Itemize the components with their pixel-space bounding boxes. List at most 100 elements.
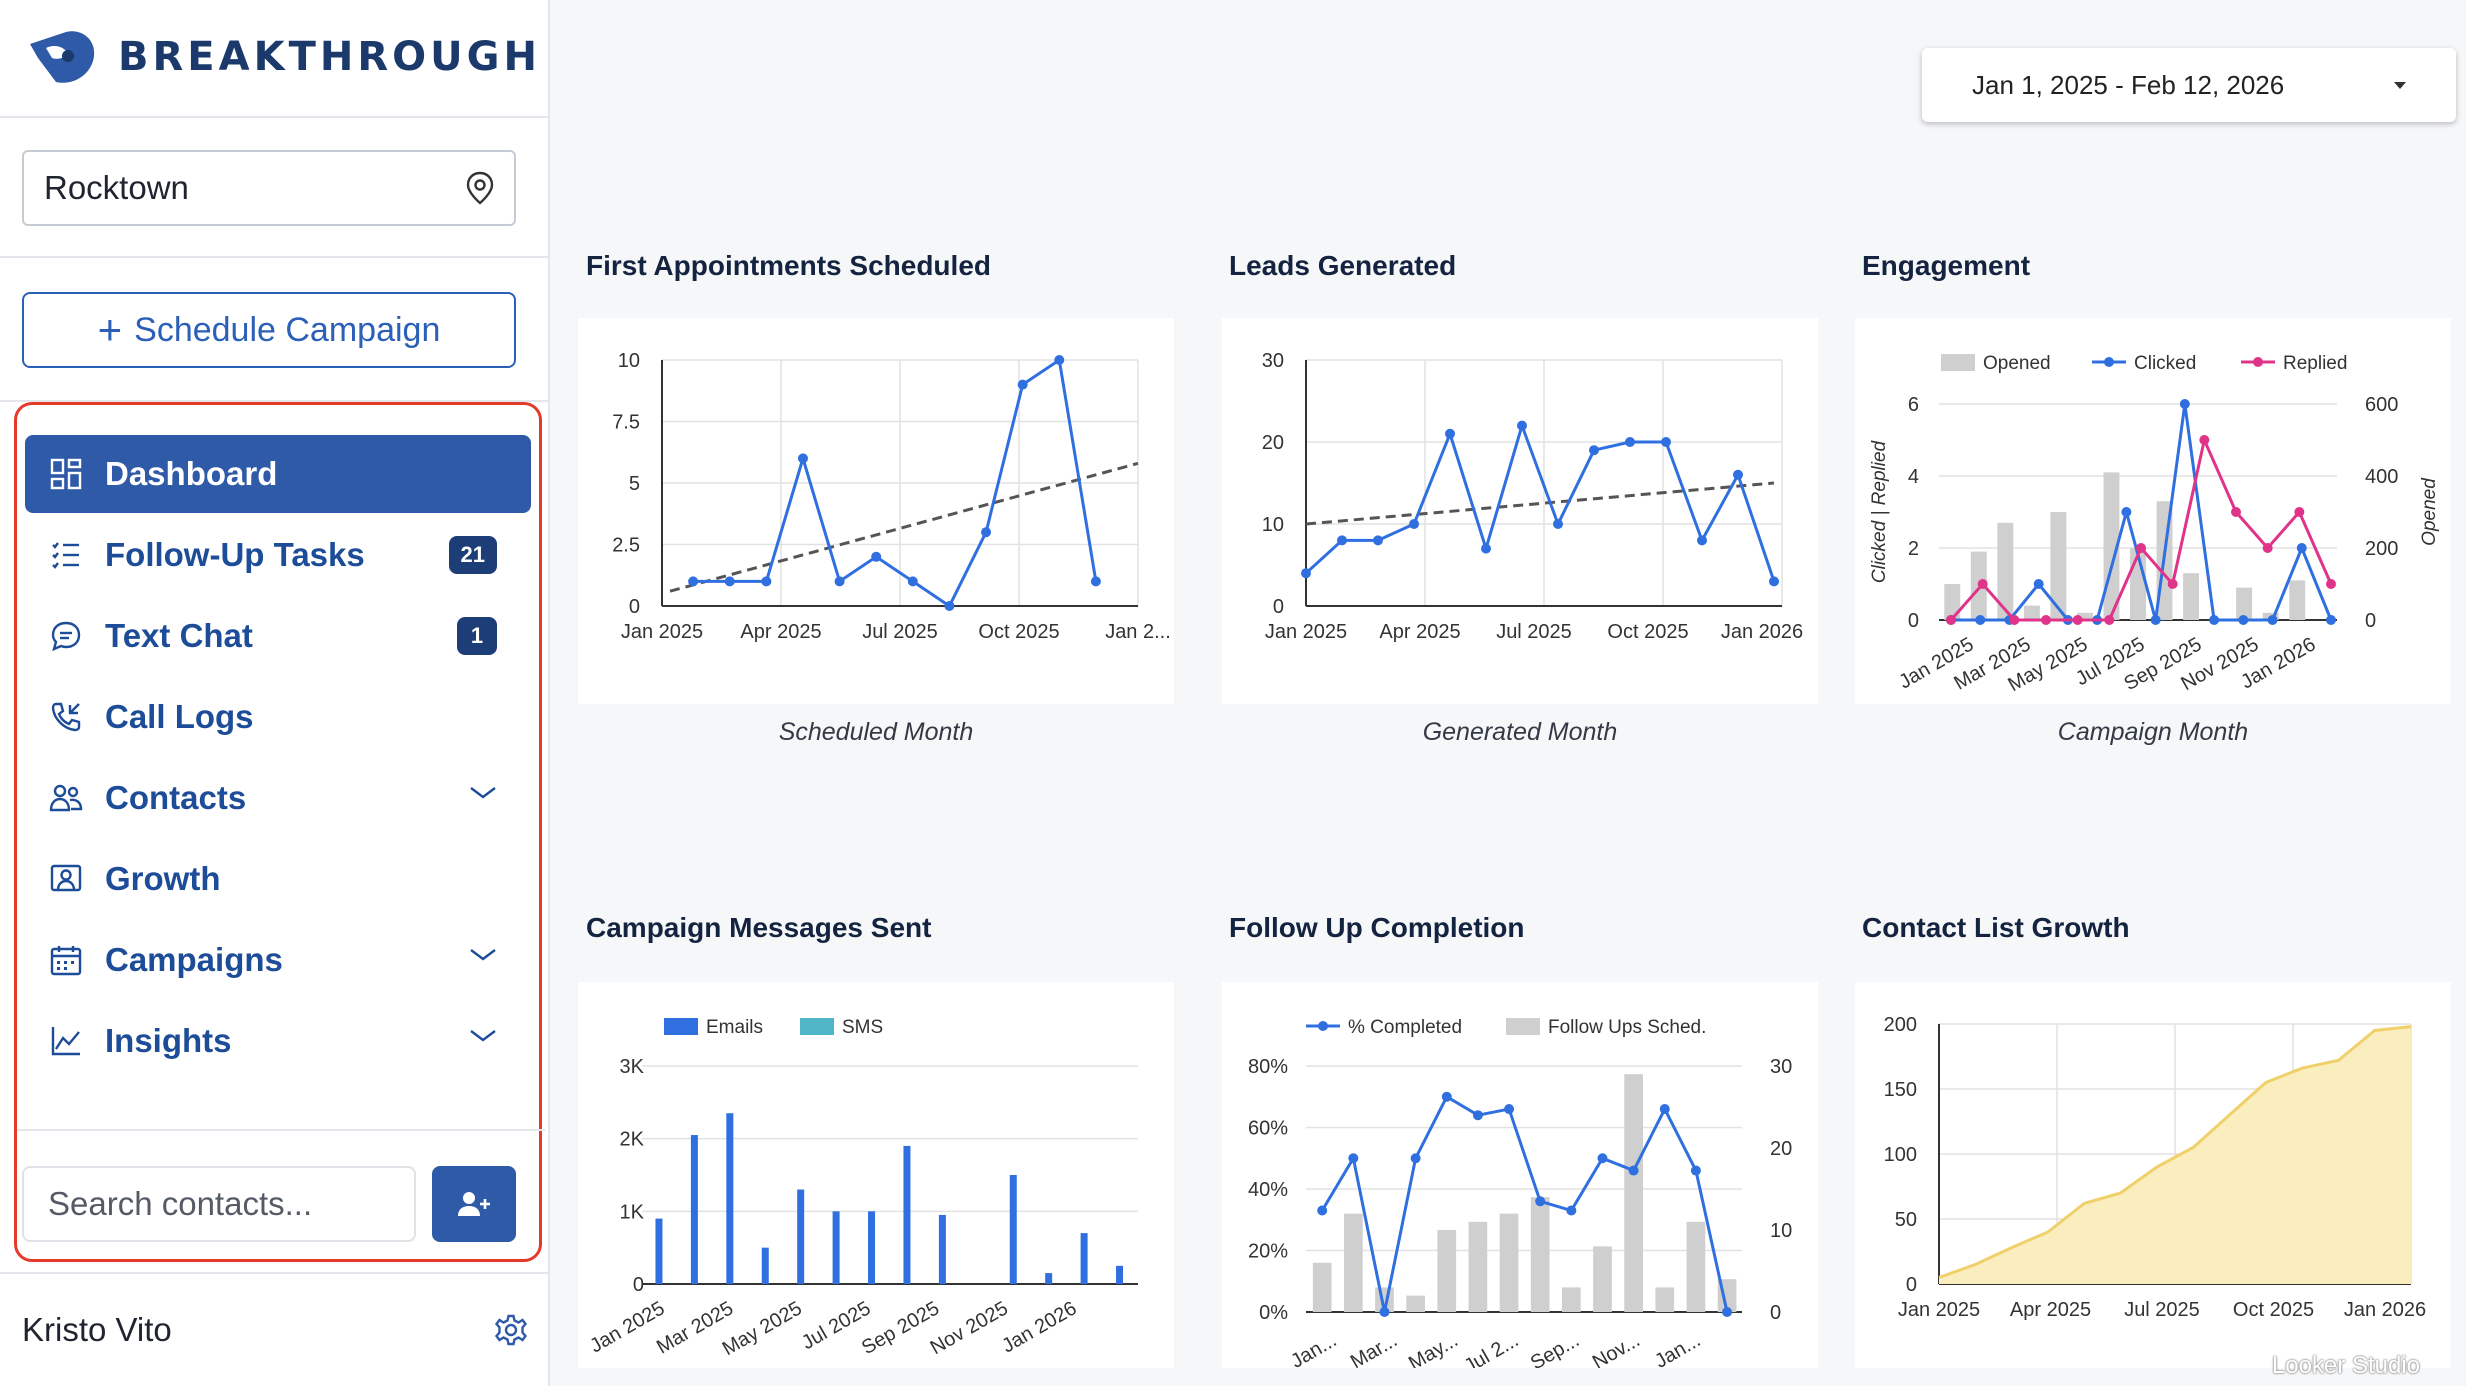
nav-item-text-chat[interactable]: Text Chat 1 <box>25 597 531 675</box>
divider <box>0 256 550 258</box>
y-tick-label: 4 <box>1908 466 1919 488</box>
appointments-point <box>907 576 918 587</box>
y-tick-label: 80% <box>1248 1056 1288 1078</box>
emails-bar <box>1009 1175 1017 1284</box>
chart-first-appointments[interactable]: 0 2.5 5 7.5 10 Jan 2025 Apr 2025 Jul 2025 Oct 20… <box>578 318 1174 704</box>
location-selector[interactable]: Rocktown <box>22 150 516 226</box>
x-tick-label: Apr 2025 <box>2010 1299 2091 1321</box>
looker-studio-watermark: Looker Studio <box>2271 1352 2420 1379</box>
people-icon <box>49 781 83 815</box>
appointments-point <box>981 527 992 538</box>
follow-ups-bar <box>1312 1262 1332 1312</box>
y-tick-label: 0 <box>633 1274 644 1296</box>
x-tick-label: Oct 2025 <box>978 621 1059 643</box>
completed-point <box>1472 1110 1483 1121</box>
nav-item-call-logs[interactable]: Call Logs <box>25 678 531 756</box>
appointments-point <box>1090 576 1101 587</box>
legend-label: Clicked <box>2134 353 2196 374</box>
follow-ups-bar <box>1530 1197 1550 1312</box>
nav-item-insights[interactable]: Insights <box>25 1002 531 1080</box>
brand-logo[interactable]: BREAKTHROUGH <box>24 22 541 92</box>
nav-item-follow-up-tasks[interactable]: Follow-Up Tasks 21 <box>25 516 531 594</box>
replied-point <box>2104 615 2115 625</box>
chart-campaign-messages[interactable]: 0 1K 2K 3K Emails SMS Jan 2025 Mar 2025 May 2025… <box>578 982 1174 1368</box>
x-tick-label: Jul 2... <box>1460 1329 1522 1368</box>
chart-title-engagement: Engagement <box>1862 250 2031 281</box>
x-axis-title: Campaign Month <box>2057 718 2249 746</box>
x-axis-title: Scheduled Month <box>778 718 974 746</box>
y-tick-label: 5 <box>629 473 640 495</box>
chevron-down-icon[interactable] <box>469 1028 497 1044</box>
y-tick-label: 0 <box>2365 610 2376 632</box>
opened-bar <box>2076 612 2093 620</box>
nav-label: Insights <box>105 1022 232 1059</box>
settings-gear-icon[interactable] <box>494 1313 528 1347</box>
add-person-icon <box>458 1192 490 1216</box>
nav-label: Dashboard <box>105 455 278 492</box>
replied-point <box>2041 615 2051 625</box>
search-contacts-input[interactable] <box>22 1166 416 1242</box>
chart-contact-list-growth[interactable]: 0 50 100 150 200 Jan 2025 Apr 2025 Jul 2025 Oct … <box>1855 982 2451 1368</box>
user-name: Kristo Vito <box>22 1311 172 1348</box>
replied-point <box>2231 507 2241 517</box>
follow-ups-bar <box>1593 1246 1612 1312</box>
emails-bar <box>726 1113 734 1284</box>
chart-engagement[interactable]: 0 2 4 6 0 200 400 600 Clicked | Replied Opened Ope… <box>1855 318 2451 704</box>
chart-title-first-appointments: First Appointments Scheduled <box>586 250 991 281</box>
leads-point <box>1733 469 1743 480</box>
plus-icon: + <box>97 306 123 353</box>
x-tick-label: Apr 2025 <box>740 621 821 643</box>
schedule-campaign-button[interactable]: + Schedule Campaign <box>22 292 516 368</box>
clicked-point <box>2267 615 2278 625</box>
replied-point <box>2326 579 2336 589</box>
x-tick-label: Sep 2025 <box>858 1297 943 1359</box>
emails-bar <box>903 1145 911 1284</box>
appointments-point <box>761 576 772 587</box>
x-tick-label: Nov... <box>1589 1329 1644 1368</box>
legend-swatch <box>1506 1018 1540 1035</box>
y-axis-title-right: Opened <box>2419 477 2440 546</box>
clicked-point <box>2238 615 2249 625</box>
chart-follow-up-completion[interactable]: 0% 20% 40% 60% 80% 0 10 20 30 % Completed Follow U… <box>1222 982 1818 1368</box>
opened-bar <box>1944 584 1961 620</box>
legend-label: % Completed <box>1348 1017 1462 1038</box>
emails-bar <box>1045 1273 1053 1284</box>
leads-point <box>1409 519 1419 529</box>
completed-point <box>1348 1153 1359 1164</box>
opened-bar <box>2289 580 2306 620</box>
chevron-down-icon[interactable] <box>469 785 497 801</box>
nav-item-campaigns[interactable]: Campaigns <box>25 921 531 999</box>
completed-point <box>1535 1196 1546 1207</box>
y-tick-label: 0 <box>1906 1274 1917 1296</box>
leads-point <box>1589 445 1599 456</box>
chart-title-leads-generated: Leads Generated <box>1229 250 1457 281</box>
replied-point <box>1946 615 1956 625</box>
y-tick-label: 40% <box>1248 1179 1288 1201</box>
add-contact-button[interactable] <box>432 1166 516 1242</box>
divider <box>0 400 550 402</box>
x-tick-label: Jan 2026 <box>2344 1299 2426 1321</box>
location-value: Rocktown <box>44 169 189 206</box>
y-tick-label: 10 <box>1770 1220 1792 1242</box>
y-tick-label: 20 <box>1770 1138 1792 1160</box>
chevron-down-icon[interactable] <box>469 947 497 963</box>
trend-line <box>1305 481 1775 526</box>
completed-point <box>1441 1091 1452 1102</box>
date-range-picker[interactable]: Jan 1, 2025 - Feb 12, 2026 <box>1922 48 2456 122</box>
appointments-point <box>871 551 882 562</box>
clicked-point <box>2209 615 2220 625</box>
nav-item-contacts[interactable]: Contacts <box>25 759 531 837</box>
y-tick-label: 150 <box>1884 1079 1917 1101</box>
y-tick-label: 600 <box>2365 394 2398 416</box>
x-tick-label: Jan 2026 <box>998 1297 1080 1357</box>
chart-leads-generated[interactable]: 0 10 20 30 Jan 2025 Apr 2025 Jul 2025 Oct 2025 J… <box>1222 318 1818 704</box>
completed-point <box>1410 1153 1421 1164</box>
y-tick-label: 0 <box>1273 596 1284 618</box>
leads-line <box>1304 420 1776 582</box>
contacts-area <box>1939 1026 2411 1284</box>
appointments-point <box>724 576 735 587</box>
y-tick-label: 0 <box>1770 1302 1781 1324</box>
y-tick-label: 2K <box>620 1129 645 1151</box>
nav-item-dashboard[interactable]: Dashboard <box>25 435 531 513</box>
nav-item-growth[interactable]: Growth <box>25 840 531 918</box>
